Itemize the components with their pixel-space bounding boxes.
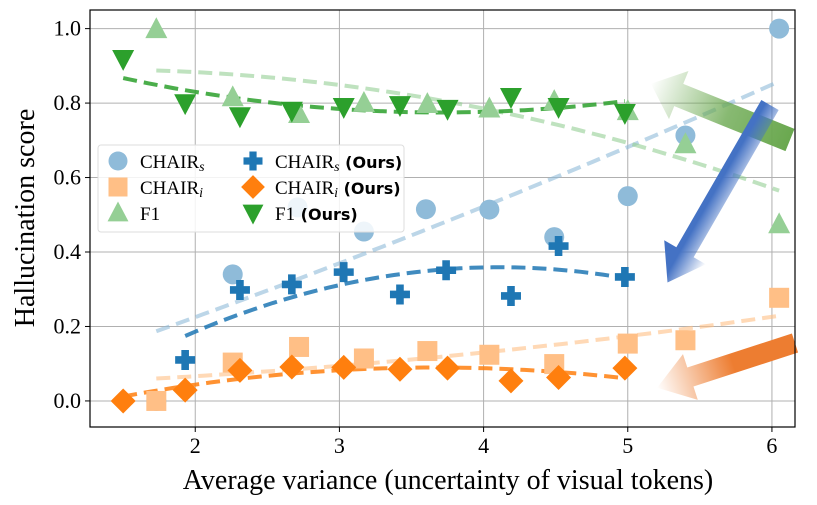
data-point (389, 284, 410, 305)
orange-arrow (657, 333, 799, 400)
data-point (674, 132, 697, 154)
data-point (499, 87, 522, 109)
data-point (331, 354, 357, 380)
data-point (387, 356, 413, 382)
data-point (332, 98, 355, 119)
legend-entry: F1 (140, 204, 160, 225)
legend-marker (242, 204, 264, 225)
data-point (417, 341, 438, 362)
x-tick-label: 4 (478, 433, 489, 458)
legend-marker (108, 151, 128, 171)
y-tick-label: 0.8 (54, 90, 82, 115)
x-tick-label: 3 (334, 433, 345, 458)
data-point (675, 330, 696, 351)
data-point (613, 103, 636, 125)
data-point (333, 262, 354, 283)
data-point (289, 336, 310, 357)
legend-marker (108, 177, 128, 197)
data-point (479, 344, 500, 365)
data-points (110, 17, 791, 414)
x-tick-label: 6 (766, 433, 777, 458)
data-point (145, 17, 168, 39)
data-point (435, 355, 461, 381)
data-point (614, 266, 635, 287)
data-point (229, 279, 250, 300)
data-point (546, 364, 572, 390)
data-point (498, 368, 524, 394)
data-point (436, 99, 459, 121)
data-point (353, 348, 374, 369)
legend-marker (243, 151, 263, 171)
data-point (222, 264, 243, 285)
data-point (769, 287, 790, 308)
legend-entry: CHAIRs (Ours) (275, 152, 402, 175)
legend-marker (241, 175, 265, 199)
data-point (227, 357, 253, 383)
data-point (416, 92, 439, 113)
data-point (172, 377, 198, 403)
y-tick-label: 0.6 (54, 165, 82, 190)
y-tick-label: 0.2 (54, 313, 82, 338)
legend-entry: CHAIRi (Ours) (275, 178, 401, 201)
data-point (279, 354, 305, 380)
trend-line (122, 365, 626, 399)
y-tick-label: 0.0 (54, 388, 82, 413)
data-point (415, 199, 436, 220)
trend-line (155, 79, 780, 334)
annotation-arrows (650, 70, 799, 400)
data-point (617, 333, 638, 354)
data-point (436, 260, 457, 281)
y-tick-label: 0.4 (54, 239, 82, 264)
data-point (175, 349, 196, 370)
x-tick-label: 5 (622, 433, 633, 458)
legend: CHAIRs CHAIRi F1 CHAIRs (Ours) CHAIRi (Ours)… (97, 144, 405, 233)
x-tick-label: 2 (190, 433, 201, 458)
legend-entry: CHAIRs (140, 152, 205, 175)
data-point (769, 18, 790, 39)
trend-line (184, 265, 626, 338)
data-point (146, 390, 167, 411)
x-axis-label: Average variance (uncertainty of visual … (183, 465, 713, 496)
data-point (112, 49, 135, 71)
legend-marker (107, 201, 129, 222)
data-point (221, 85, 244, 107)
data-point (547, 98, 570, 119)
trend-line (156, 68, 780, 193)
data-point (352, 90, 375, 112)
data-point (110, 388, 136, 414)
plot-frame (89, 9, 796, 428)
data-point (478, 96, 501, 118)
data-point (281, 274, 302, 295)
legend-entry: CHAIRi (140, 178, 203, 201)
data-point (612, 355, 638, 381)
y-tick-label: 1.0 (54, 16, 82, 41)
ticks: 2 3 4 5 6 0.0 0.2 0.4 0.6 0.8 1.0 (54, 16, 778, 458)
data-point (500, 285, 521, 306)
data-point (768, 212, 791, 234)
legend-entry: F1 (Ours) (275, 204, 358, 225)
blue-arrow (664, 100, 779, 283)
data-point (174, 94, 197, 116)
data-point (280, 101, 303, 123)
data-point (228, 107, 251, 129)
data-point (388, 96, 411, 118)
data-point (617, 186, 638, 207)
data-point (548, 236, 569, 257)
y-axis-label: Hallucination score (10, 109, 41, 327)
data-point (479, 199, 500, 220)
